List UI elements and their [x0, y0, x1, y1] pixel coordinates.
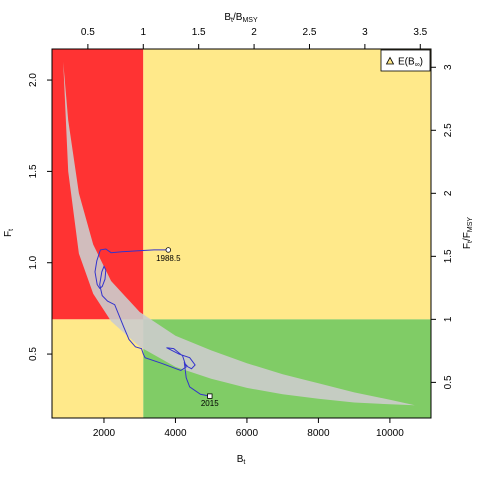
y-axis-left-title: Ft: [3, 229, 15, 237]
x-top-tick-label: 3: [362, 27, 368, 38]
first-year-point: [165, 247, 172, 253]
last-year-label: 2015: [201, 399, 219, 408]
first-year-label: 1988.5: [156, 254, 181, 263]
y-right-tick-label: 3: [443, 64, 454, 70]
y-right-tick-label: 2.5: [443, 123, 454, 137]
plot-area: [52, 49, 431, 418]
x-bottom-tick-label: 2000: [93, 428, 116, 439]
x-axis-top-title: Bt/BMSY: [224, 12, 258, 24]
y-left-tick-label: 2.0: [28, 73, 39, 87]
overfishing-only-quadrant: [143, 49, 431, 320]
legend-label: E(B∞): [398, 57, 423, 69]
legend: E(B∞): [380, 49, 431, 72]
x-top-tick-label: 2.5: [303, 27, 317, 38]
trajectory-line: [94, 248, 210, 397]
y-axis-right-title: Ft/FMSY: [462, 217, 474, 249]
y-left-tick-label: 1.0: [28, 255, 39, 269]
x-bottom-tick-label: 4000: [164, 428, 187, 439]
legend-triangle-icon: [385, 56, 395, 65]
y-right-tick-label: 2: [443, 190, 454, 196]
y-right-tick-label: 0.5: [443, 375, 454, 389]
x-axis-bottom-title: Bt: [237, 454, 246, 466]
x-top-tick-label: 0.5: [81, 27, 95, 38]
x-top-tick-label: 1: [141, 27, 147, 38]
y-axis-left: 0.5 1.0 1.5 2.0: [28, 73, 52, 361]
x-top-tick-label: 1.5: [192, 27, 206, 38]
y-right-tick-label: 1: [443, 316, 454, 322]
x-bottom-tick-label: 10000: [376, 428, 404, 439]
x-top-tick-label: 3.5: [413, 27, 427, 38]
legend-box: [380, 49, 431, 72]
y-left-tick-label: 1.5: [28, 164, 39, 178]
y-axis-right: 0.5 1 1.5 2 2.5 3: [431, 64, 454, 389]
x-top-tick-label: 2: [251, 27, 257, 38]
x-bottom-tick-label: 6000: [236, 428, 259, 439]
y-right-tick-label: 1.5: [443, 249, 454, 263]
y-left-tick-label: 0.5: [28, 347, 39, 361]
x-axis-top: 0.5 1 1.5 2 2.5 3 3.5: [81, 27, 428, 49]
x-bottom-tick-label: 8000: [307, 428, 330, 439]
x-axis-bottom: 2000 4000 6000 8000 10000: [93, 418, 404, 439]
last-year-point: [207, 393, 213, 399]
plot-frame: [51, 48, 432, 419]
